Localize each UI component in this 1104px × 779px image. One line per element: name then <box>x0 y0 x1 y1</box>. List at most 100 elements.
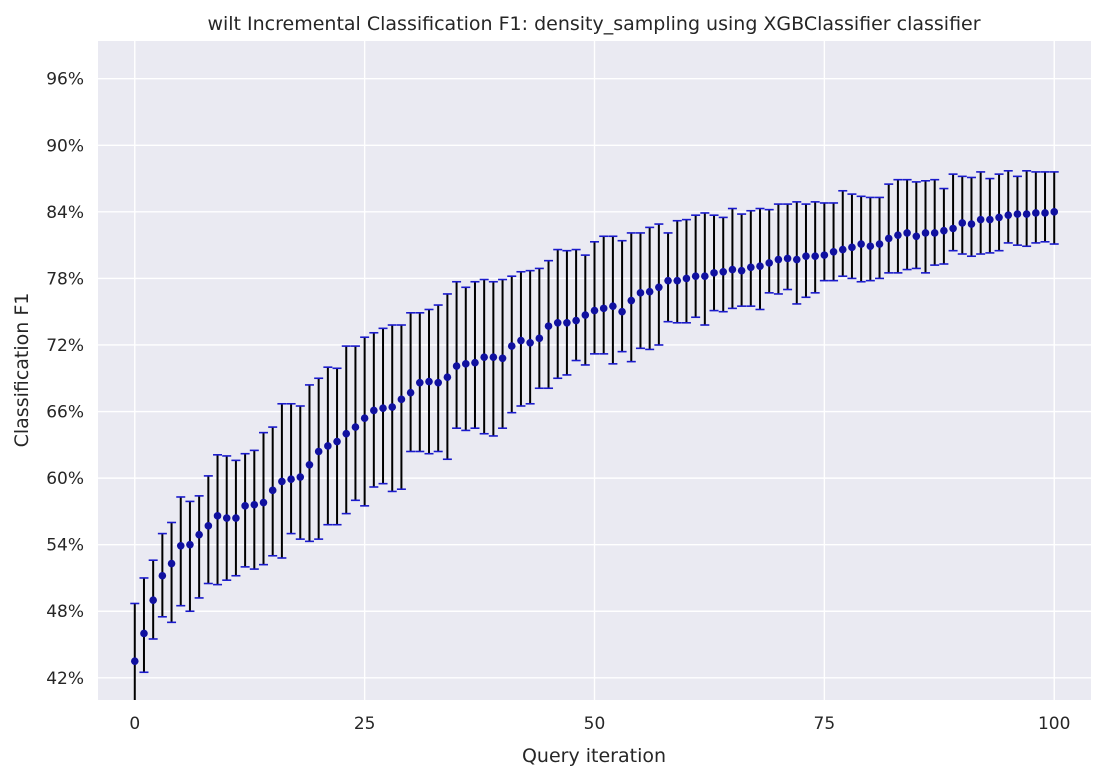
data-point <box>884 234 893 243</box>
data-point <box>976 215 985 224</box>
data-point <box>848 243 856 252</box>
data-point <box>783 254 792 263</box>
data-point <box>167 559 176 568</box>
data-point <box>866 242 875 251</box>
data-point <box>434 378 442 387</box>
data-point <box>342 429 351 438</box>
data-point <box>305 461 314 469</box>
data-point <box>875 240 884 248</box>
y-tick-label: 78% <box>46 269 84 289</box>
data-point <box>1022 210 1031 218</box>
data-point <box>535 334 544 343</box>
y-tick-label: 42% <box>46 669 84 689</box>
data-point <box>379 404 387 413</box>
data-point <box>397 395 406 404</box>
y-axis-ticks: 42% 48% 54% 60% 66% 72% 78% 84% 90% 96% <box>46 70 84 689</box>
data-point <box>250 500 259 509</box>
data-point <box>719 267 728 276</box>
data-point <box>958 219 967 227</box>
data-point <box>829 247 838 256</box>
y-axis-label: Classification F1 <box>11 293 33 448</box>
data-point <box>287 475 295 484</box>
data-point <box>967 220 976 228</box>
data-point <box>572 316 580 325</box>
data-point <box>820 251 829 259</box>
data-point <box>737 266 746 275</box>
data-point <box>204 522 213 530</box>
data-point <box>774 255 783 264</box>
data-point <box>930 229 939 237</box>
data-point <box>1041 209 1049 217</box>
data-point <box>691 272 700 280</box>
data-point <box>747 263 755 272</box>
data-point <box>811 252 819 261</box>
x-axis-ticks: 0 25 50 75 100 <box>129 714 1070 734</box>
data-point <box>995 213 1003 222</box>
x-tick-label: 100 <box>1038 714 1070 734</box>
data-point <box>1032 209 1040 217</box>
data-point <box>296 473 305 481</box>
data-point <box>590 306 599 315</box>
data-point <box>388 403 397 411</box>
y-tick-label: 66% <box>46 403 84 423</box>
data-point <box>324 442 332 450</box>
data-point <box>921 229 930 237</box>
data-point <box>471 358 479 367</box>
data-point <box>1004 211 1013 219</box>
data-point <box>1013 210 1022 218</box>
data-point <box>609 302 617 310</box>
data-point <box>949 224 957 233</box>
data-point <box>259 498 268 507</box>
y-tick-label: 84% <box>46 203 84 223</box>
data-point <box>903 229 911 237</box>
data-point <box>461 360 470 368</box>
data-point <box>498 354 507 363</box>
data-point <box>599 304 608 313</box>
data-point <box>581 311 590 319</box>
chart-title: wilt Incremental Classification F1: dens… <box>207 13 980 35</box>
data-point <box>232 514 240 522</box>
x-tick-label: 0 <box>129 714 140 734</box>
data-point <box>480 353 488 361</box>
data-point <box>986 215 994 224</box>
x-axis-label: Query iteration <box>522 745 666 767</box>
data-point <box>627 296 636 305</box>
data-point <box>710 269 718 277</box>
data-point <box>351 423 360 431</box>
data-point <box>507 342 516 350</box>
y-tick-label: 48% <box>46 602 84 622</box>
data-point <box>416 378 424 387</box>
data-point <box>268 486 277 495</box>
data-point <box>406 388 415 397</box>
data-point <box>756 262 764 271</box>
data-point <box>894 231 902 239</box>
y-tick-label: 54% <box>46 536 84 556</box>
data-point <box>158 571 167 580</box>
data-point <box>213 512 222 520</box>
data-point <box>360 414 369 423</box>
x-tick-label: 75 <box>814 714 836 734</box>
data-point <box>802 252 810 261</box>
data-point <box>176 541 185 550</box>
data-point <box>333 437 341 446</box>
data-point <box>130 657 139 665</box>
data-points <box>130 208 1059 665</box>
data-point <box>701 272 709 280</box>
data-point <box>682 274 691 283</box>
y-tick-label: 96% <box>46 70 84 90</box>
data-point <box>314 447 323 456</box>
data-point <box>857 240 865 248</box>
data-point <box>278 477 286 486</box>
data-point <box>140 629 148 638</box>
data-point <box>195 530 203 539</box>
data-point <box>1050 208 1059 216</box>
data-point <box>636 289 645 297</box>
data-point <box>655 283 663 292</box>
data-point <box>517 336 525 345</box>
data-point <box>149 596 157 604</box>
data-point <box>912 232 921 241</box>
data-point <box>526 338 534 347</box>
x-tick-label: 50 <box>584 714 606 734</box>
x-tick-label: 25 <box>354 714 376 734</box>
